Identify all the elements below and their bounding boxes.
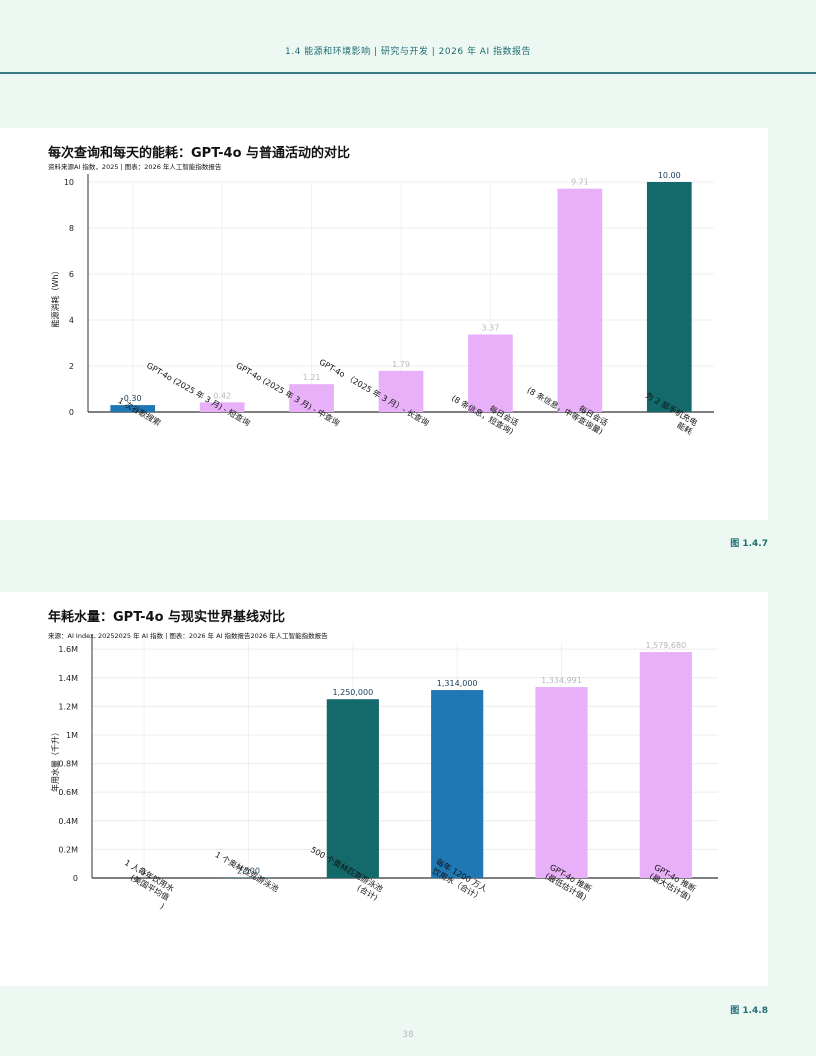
y-tick-label: 0.6M (58, 788, 78, 797)
chart-title: 每次查询和每天的能耗：GPT-4o 与普通活动的对比 (48, 146, 351, 161)
bar (557, 188, 603, 412)
x-tick-label-line: 1 个奥林匹克游泳池 (213, 849, 280, 893)
x-tick-label: 1 个奥林匹克游泳池 (213, 849, 280, 893)
data-label: 0.30 (124, 394, 142, 403)
y-tick-label: 8 (69, 224, 74, 233)
chart-panel-water: 年耗水量：GPT-4o 与现实世界基线对比 来源：AI Index, 20252… (0, 592, 768, 986)
bar (646, 182, 692, 412)
data-label: 1,579,680 (645, 641, 686, 650)
y-axis-label: 能源消耗（Wh） (50, 267, 60, 328)
y-tick-label: 0.8M (58, 760, 78, 769)
y-tick-label: 1.6M (58, 645, 78, 654)
chart-subtitle: 资料来源AI 指数，2025 | 图表：2026 年人工智能指数报告 (48, 163, 222, 171)
y-tick-label: 0.4M (58, 817, 78, 826)
bar (639, 652, 692, 878)
page-number: 38 (402, 1030, 414, 1040)
y-tick-label: 1M (66, 731, 78, 740)
bar (110, 405, 156, 412)
data-label: 1,314,000 (437, 679, 478, 688)
y-tick-label: 2 (69, 362, 74, 371)
x-tick-label: GPT-4o (2025 年 3 月) - 短查询 (145, 360, 252, 428)
data-label: 3.37 (482, 323, 500, 332)
y-tick-label: 6 (69, 270, 74, 279)
bar (378, 370, 424, 412)
y-tick-label: 1.2M (58, 702, 78, 711)
y-axis-label: 年用水量（千升） (50, 728, 60, 792)
data-label: 9.71 (571, 178, 589, 187)
bar (535, 687, 588, 878)
x-tick-label-line: ) (158, 902, 165, 911)
data-label: 1 (142, 867, 147, 876)
y-tick-label: 0 (69, 408, 74, 417)
data-label: 0.42 (213, 391, 231, 400)
data-label: 1,334,991 (541, 676, 582, 685)
y-tick-label: 4 (69, 316, 74, 325)
y-tick-label: 1.4M (58, 674, 78, 683)
header-text: 1.4 能源和环境影响 | 研究与开发 | 2026 年 AI 指数报告 (285, 47, 531, 57)
data-label: 1,250,000 (332, 688, 373, 697)
figure-label: 图 1.4.7 (730, 539, 768, 549)
data-label: 1.21 (303, 373, 321, 382)
bar (289, 384, 334, 412)
bar (468, 334, 513, 412)
chart-title: 年耗水量：GPT-4o 与现实世界基线对比 (48, 610, 286, 625)
y-tick-label: 0 (73, 874, 78, 883)
water-bar-chart: 0 0.2M 0.4M 0.6M 0.8M 1M 1.2M 1.4M 1.6M 年用水量（千升） 1… (50, 634, 718, 911)
data-label: 1.79 (392, 360, 410, 369)
chart-subtitle: 来源：AI Index, 20252025 年 AI 指数 | 图表：2026 … (48, 632, 328, 640)
chart-panel-energy: 每次查询和每天的能耗：GPT-4o 与普通活动的对比 资料来源AI 指数，202… (0, 128, 768, 520)
bar (431, 690, 484, 878)
x-tick-label-line: GPT-4o (2025 年 3 月) - 短查询 (145, 360, 252, 428)
data-label: 2,500 (237, 867, 260, 876)
bar (199, 402, 245, 412)
figure-label: 图 1.4.8 (730, 1006, 768, 1016)
y-tick-label: 0.2M (58, 845, 78, 854)
data-label: 10.00 (658, 171, 681, 180)
page-header: 1.4 能源和环境影响 | 研究与开发 | 2026 年 AI 指数报告 (0, 0, 816, 74)
y-tick-label: 10 (64, 178, 74, 187)
bar (326, 699, 379, 878)
